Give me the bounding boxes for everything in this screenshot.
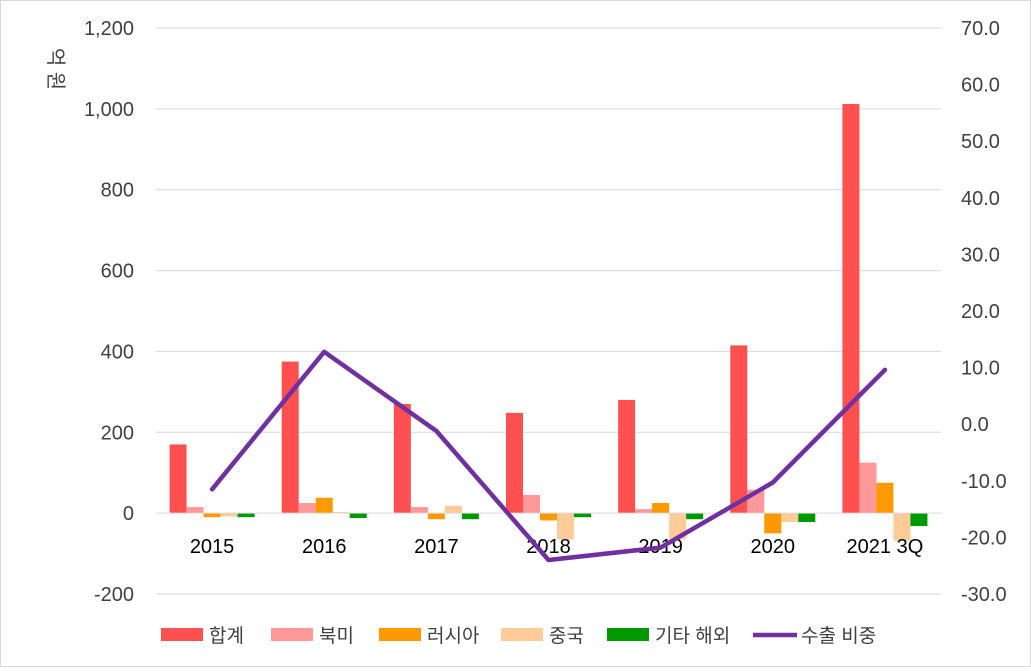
bar-북미-2015	[186, 507, 204, 514]
bar-러시아-2021 3Q	[876, 482, 894, 514]
left-axis: 1,200 1,000 800 600 400 200 0 -200	[84, 18, 134, 606]
right-tick-label: 50.0	[961, 131, 1000, 153]
category-labels: 2015 2016 2017 2018 2019 2020 2021 3Q	[190, 536, 923, 558]
legend-label: 북미	[319, 625, 354, 647]
line-export-share	[209, 349, 888, 563]
legend: 합계 북미 러시아 중국 기타 해외 수출 비중	[161, 625, 876, 647]
legend-swatch-북미	[271, 628, 313, 641]
y-axis-label: 억 원	[44, 48, 67, 90]
bar-series	[156, 104, 941, 541]
right-tick-label: 30.0	[961, 244, 1000, 266]
right-tick-label: -30.0	[961, 584, 1007, 606]
bar-북미-2019	[635, 509, 653, 514]
category-label: 2020	[751, 536, 796, 558]
legend-label: 합계	[209, 625, 244, 647]
category-label: 2018	[526, 536, 571, 558]
left-tick-label: 600	[101, 261, 134, 283]
bar-기타 해외-2015	[237, 513, 255, 518]
right-tick-label: 70.0	[961, 18, 1000, 40]
line-point-2017	[434, 429, 439, 433]
line-point-2016	[322, 349, 327, 354]
category-label: 2016	[302, 536, 347, 558]
bar-기타 해외-2017	[461, 513, 479, 520]
bar-기타 해외-2018	[574, 513, 591, 518]
line-point-2020	[770, 480, 775, 485]
right-tick-label: -10.0	[961, 471, 1007, 493]
line-series	[209, 349, 888, 563]
bar-합계-2020	[730, 345, 748, 514]
bar-중국-2021 3Q	[893, 513, 911, 541]
bar-기타 해외-2020	[798, 513, 816, 523]
right-tick-label: 20.0	[961, 301, 1000, 323]
legend-label: 기타 해외	[655, 625, 730, 647]
bar-중국-2017	[444, 505, 462, 514]
legend-swatch-합계	[161, 628, 203, 641]
bar-중국-2015	[220, 513, 238, 517]
left-tick-label: 400	[101, 341, 134, 363]
category-label: 2021 3Q	[847, 536, 924, 558]
bar-합계-2015	[169, 444, 187, 514]
line-point-2021 3Q	[882, 367, 887, 372]
left-tick-label: 1,000	[84, 99, 134, 121]
left-tick-label: 200	[101, 422, 134, 444]
legend-swatch-중국	[501, 628, 543, 641]
bar-중국-2020	[781, 513, 799, 523]
left-tick-label: 800	[101, 180, 134, 202]
bar-북미-2016	[298, 503, 316, 514]
bar-합계-2017	[393, 403, 411, 514]
left-tick-label: -200	[94, 584, 134, 606]
bar-러시아-2015	[203, 513, 221, 518]
bar-러시아-2019	[652, 503, 670, 514]
right-tick-label: 10.0	[961, 358, 1000, 380]
bar-북미-2017	[410, 507, 428, 514]
bar-합계-2021 3Q	[842, 104, 860, 514]
bar-합계-2018	[506, 412, 523, 514]
bar-기타 해외-2021 3Q	[910, 513, 928, 527]
line-point-2019	[658, 545, 663, 550]
legend-label: 러시아	[427, 625, 479, 647]
bar-러시아-2020	[764, 513, 782, 534]
bar-기타 해외-2019	[686, 513, 704, 520]
line-point-2015	[210, 487, 215, 492]
bar-러시아-2018	[540, 513, 557, 521]
legend-swatch-러시아	[379, 628, 421, 641]
bar-합계-2019	[618, 399, 636, 514]
legend-label: 수출 비중	[801, 625, 876, 647]
left-tick-label: 0	[123, 503, 134, 525]
right-tick-label: -20.0	[961, 527, 1007, 549]
category-label: 2015	[190, 536, 235, 558]
right-tick-label: 0.0	[961, 414, 989, 436]
legend-label: 중국	[549, 626, 584, 647]
right-tick-label: 60.0	[961, 75, 1000, 97]
bar-기타 해외-2016	[349, 513, 367, 518]
bar-중국-2018	[557, 513, 574, 540]
gridlines	[156, 27, 941, 595]
right-axis: 70.0 60.0 50.0 40.0 30.0 20.0 10.0 0.0 -10.0 -20.…	[961, 18, 1007, 606]
right-tick-label: 40.0	[961, 188, 1000, 210]
bar-북미-2021 3Q	[859, 462, 877, 514]
left-tick-label: 1,200	[84, 18, 134, 40]
bar-북미-2018	[523, 494, 540, 514]
line-point-2018	[546, 558, 551, 562]
category-label: 2017	[414, 536, 459, 558]
bar-중국-2016	[332, 511, 350, 514]
legend-swatch-기타 해외	[607, 628, 649, 641]
bar-러시아-2017	[427, 513, 445, 520]
bar-러시아-2016	[315, 497, 333, 514]
